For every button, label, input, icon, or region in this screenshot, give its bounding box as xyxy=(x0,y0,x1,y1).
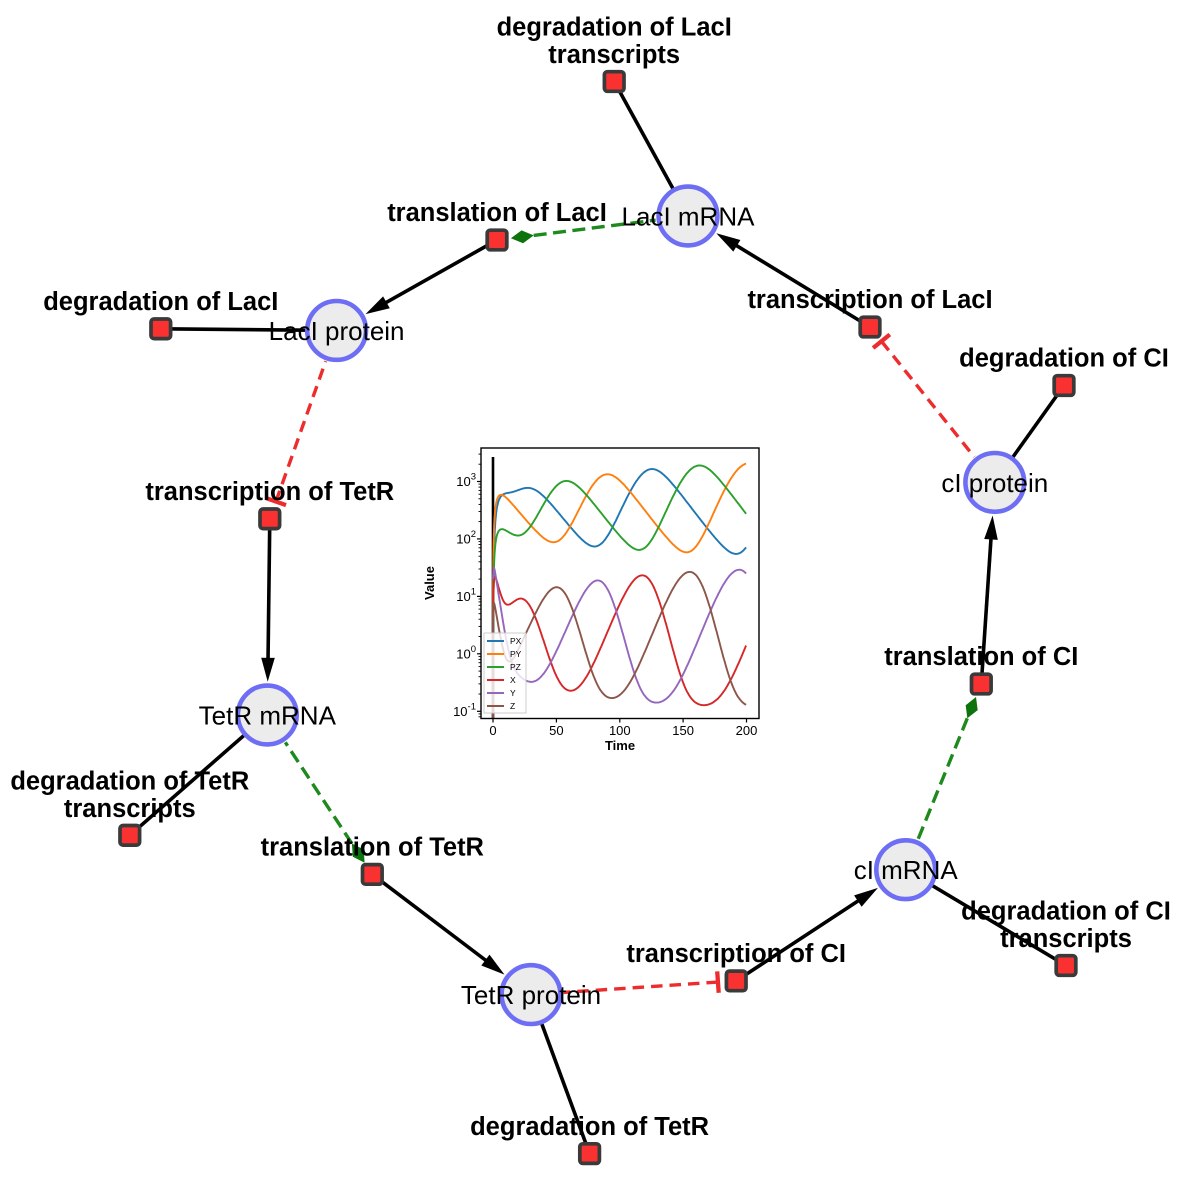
svg-text:Value: Value xyxy=(422,566,437,600)
svg-text:degradation of LacI: degradation of LacI xyxy=(497,14,732,42)
svg-text:translation of LacI: translation of LacI xyxy=(387,199,607,227)
svg-text:Time: Time xyxy=(605,738,635,753)
svg-text:degradation of TetR: degradation of TetR xyxy=(10,767,249,795)
svg-text:100: 100 xyxy=(609,723,631,738)
svg-text:X: X xyxy=(510,675,516,685)
svg-text:Y: Y xyxy=(510,688,516,698)
svg-text:degradation of LacI: degradation of LacI xyxy=(43,288,278,316)
svg-text:PX: PX xyxy=(510,636,522,646)
svg-text:Z: Z xyxy=(510,701,515,711)
svg-text:200: 200 xyxy=(736,723,758,738)
svg-text:cI protein: cI protein xyxy=(941,468,1048,498)
svg-text:PZ: PZ xyxy=(510,662,521,672)
svg-text:translation of CI: translation of CI xyxy=(884,643,1078,671)
svg-text:PY: PY xyxy=(510,649,522,659)
svg-text:transcripts: transcripts xyxy=(1000,925,1132,953)
svg-text:transcription of CI: transcription of CI xyxy=(626,940,846,968)
svg-text:cI mRNA: cI mRNA xyxy=(854,855,959,885)
svg-text:transcripts: transcripts xyxy=(64,795,196,823)
svg-text:150: 150 xyxy=(672,723,694,738)
svg-text:LacI protein: LacI protein xyxy=(269,316,405,346)
svg-text:degradation of CI: degradation of CI xyxy=(959,345,1169,373)
svg-text:degradation of TetR: degradation of TetR xyxy=(470,1113,709,1141)
svg-text:0: 0 xyxy=(489,723,496,738)
svg-text:degradation of CI: degradation of CI xyxy=(961,898,1171,926)
svg-text:transcription of LacI: transcription of LacI xyxy=(747,286,992,314)
svg-text:TetR protein: TetR protein xyxy=(461,980,601,1010)
svg-text:translation of TetR: translation of TetR xyxy=(261,834,484,862)
svg-text:transcription of TetR: transcription of TetR xyxy=(145,478,394,506)
svg-text:LacI mRNA: LacI mRNA xyxy=(622,202,756,232)
svg-text:transcripts: transcripts xyxy=(548,41,680,69)
svg-text:TetR mRNA: TetR mRNA xyxy=(199,701,337,731)
svg-text:50: 50 xyxy=(549,723,563,738)
